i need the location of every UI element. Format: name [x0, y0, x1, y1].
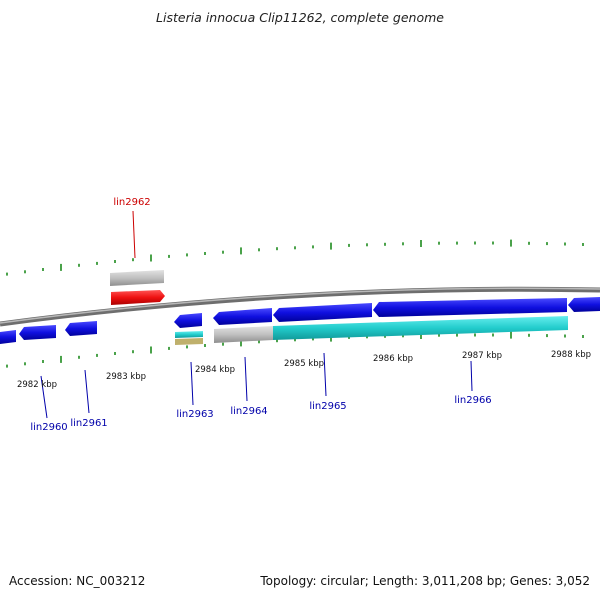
scale-label: 2986 kbp: [373, 354, 413, 364]
scale-labels: 2982 kbp 2983 kbp 2984 kbp 2985 kbp 2986…: [17, 350, 591, 390]
gene-arrow-lin2964[interactable]: [213, 308, 272, 325]
gene-arrow-unlabeled-2[interactable]: [568, 297, 600, 312]
topology-text: Topology: circular; Length: 3,011,208 bp…: [260, 574, 590, 588]
gene-arrow-unlabeled-1[interactable]: [19, 325, 56, 340]
gene-label-lin2962[interactable]: lin2962: [113, 197, 150, 208]
scale-label: 2984 kbp: [195, 365, 235, 375]
gene-track: [0, 270, 600, 345]
feature-cyan-lin2965[interactable]: [273, 316, 568, 340]
scale-label: 2982 kbp: [17, 380, 57, 390]
scale-ticks: [6, 239, 584, 368]
gene-arrow-lin2965[interactable]: [273, 303, 372, 322]
gene-grey-lin2964[interactable]: [214, 326, 273, 343]
feature-olive-lin2963[interactable]: [175, 338, 203, 345]
gene-arrow-lin2960[interactable]: [0, 330, 16, 344]
scale-label: 2983 kbp: [106, 372, 146, 382]
gene-label-lin2966[interactable]: lin2966: [454, 395, 491, 406]
gene-arrow-lin2963[interactable]: [174, 313, 202, 328]
gene-arrow-lin2966[interactable]: [373, 298, 567, 317]
feature-cyan-lin2963[interactable]: [175, 331, 203, 338]
gene-label-lin2964[interactable]: lin2964: [230, 406, 267, 417]
gene-leaders: [40, 210, 473, 419]
scale-label: 2987 kbp: [462, 351, 502, 361]
scale-label: 2985 kbp: [284, 359, 324, 369]
accession-text: Accession: NC_003212: [9, 574, 146, 588]
scale-label: 2988 kbp: [551, 350, 591, 360]
gene-arrow-lin2962[interactable]: [111, 290, 165, 305]
gene-labels: lin2962 lin2960 lin2961 lin2963 lin2964 …: [30, 197, 491, 433]
gene-label-lin2961[interactable]: lin2961: [70, 418, 107, 429]
genome-backbone: [0, 286, 600, 327]
gene-label-lin2963[interactable]: lin2963: [176, 409, 213, 420]
gene-label-lin2960[interactable]: lin2960: [30, 422, 67, 433]
gene-label-lin2965[interactable]: lin2965: [309, 401, 346, 412]
map-title: Listeria innocua Clip11262, complete gen…: [156, 10, 444, 25]
gene-grey-lin2962[interactable]: [110, 270, 164, 286]
gene-arrow-lin2961[interactable]: [65, 321, 97, 336]
